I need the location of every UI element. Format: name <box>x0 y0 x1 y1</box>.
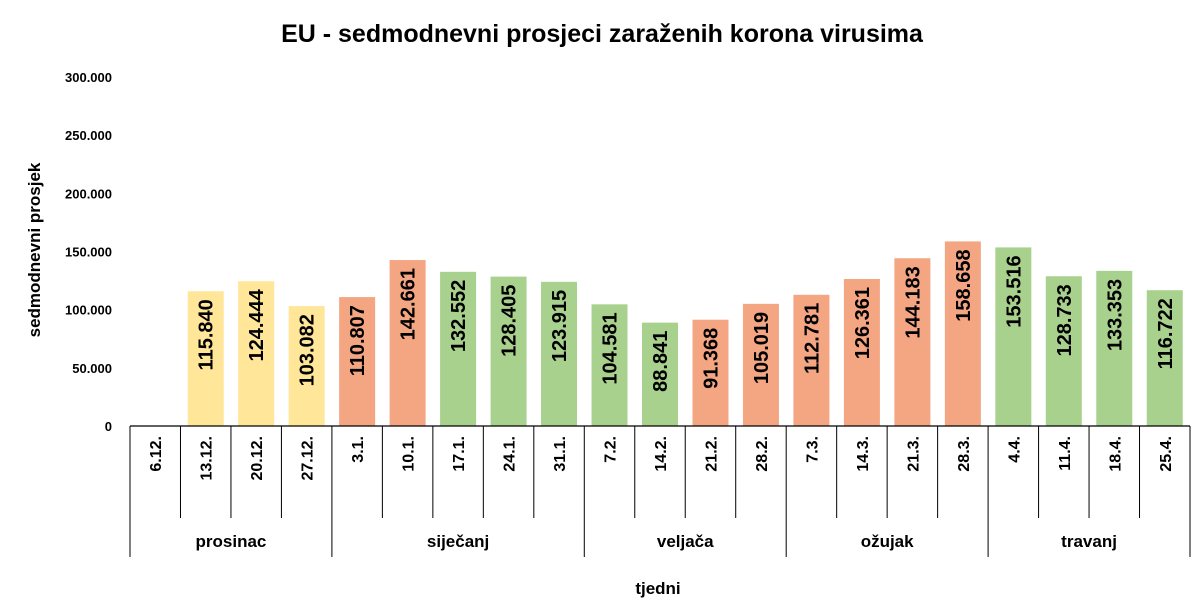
data-label: 158.658 <box>953 249 975 321</box>
bar <box>843 279 880 426</box>
bar <box>187 291 224 426</box>
month-label: prosinac <box>196 532 267 551</box>
bar <box>490 276 527 426</box>
x-tick-label: 6.12. <box>148 436 165 472</box>
x-tick-label: 7.2. <box>603 436 620 463</box>
month-label: ožujak <box>861 532 914 551</box>
bar <box>742 303 779 426</box>
bar <box>389 260 426 426</box>
x-tick-label: 31.1. <box>552 436 569 472</box>
data-label: 116.722 <box>1155 298 1177 369</box>
data-label: 132.552 <box>448 280 470 352</box>
x-tick-label: 21.3. <box>905 436 922 472</box>
x-axis-label: tjedni <box>635 579 680 598</box>
x-tick-label: 4.4. <box>1006 436 1023 463</box>
x-tick-label: 11.4. <box>1057 436 1074 471</box>
bar <box>894 258 931 426</box>
data-label: 142.661 <box>398 268 420 340</box>
bar <box>642 322 678 426</box>
bar <box>692 319 729 426</box>
bar <box>1146 290 1183 426</box>
bar <box>288 306 325 426</box>
x-tick-label: 18.4. <box>1107 436 1124 472</box>
y-tick-label: 50.000 <box>72 361 112 376</box>
y-tick-label: 200.000 <box>65 186 112 201</box>
x-tick-label: 17.1. <box>451 436 468 472</box>
bar <box>1096 270 1133 426</box>
month-label: travanj <box>1061 532 1117 551</box>
x-tick-label: 28.2. <box>754 436 771 472</box>
y-tick-label: 250.000 <box>65 128 112 143</box>
x-tick-label: 3.1. <box>350 436 367 463</box>
bar <box>339 297 376 426</box>
x-tick-label: 27.12. <box>300 436 317 480</box>
bar <box>944 241 981 426</box>
data-label: 153.516 <box>1003 255 1025 327</box>
x-tick-label: 24.1. <box>502 436 519 472</box>
x-tick-label: 7.3. <box>804 436 821 463</box>
data-label: 104.581 <box>600 312 622 384</box>
x-tick-label: 10.1. <box>401 436 418 472</box>
bar <box>591 304 628 426</box>
x-tick-label: 14.2. <box>653 436 670 472</box>
data-label: 126.361 <box>852 287 874 359</box>
data-label: 88.841 <box>650 331 672 392</box>
bar <box>440 271 477 426</box>
data-label: 112.781 <box>801 303 823 374</box>
x-tick-label: 20.12. <box>249 436 266 480</box>
x-tick-label: 14.3. <box>855 436 872 472</box>
x-tick-label: 13.12. <box>199 436 216 480</box>
bar <box>793 294 830 426</box>
bar <box>238 281 275 426</box>
data-label: 144.183 <box>902 266 924 338</box>
data-label: 105.019 <box>751 312 773 384</box>
data-label: 115.840 <box>196 299 218 370</box>
data-label: 110.807 <box>347 305 369 376</box>
plot-area: 0 50.000 100.000 150.000 200.000 250.000 300.0… <box>65 70 1191 557</box>
y-tick-label: 0 <box>105 419 112 434</box>
month-label: veljača <box>657 532 714 551</box>
bar <box>541 281 578 426</box>
data-label: 128.733 <box>1054 284 1076 356</box>
data-label: 128.405 <box>499 285 521 357</box>
data-label: 124.444 <box>246 288 268 361</box>
y-tick-label: 300.000 <box>65 70 112 85</box>
x-tick-label: 28.3. <box>956 436 973 472</box>
data-label: 103.082 <box>297 314 319 386</box>
data-label: 123.915 <box>549 290 571 362</box>
x-tick-label: 21.2. <box>703 436 720 472</box>
x-tick-label: 25.4. <box>1158 436 1175 472</box>
y-tick-label: 100.000 <box>65 303 112 318</box>
data-label: 91.368 <box>700 328 722 389</box>
y-axis-label: sedmodnevni prosjek <box>25 162 44 337</box>
data-label: 133.353 <box>1104 279 1126 351</box>
bar <box>995 247 1032 426</box>
chart-title: EU - sedmodnevni prosjeci zaraženih koro… <box>281 20 924 48</box>
y-tick-label: 150.000 <box>65 245 112 260</box>
bar <box>1045 276 1082 426</box>
month-label: siječanj <box>427 532 489 551</box>
